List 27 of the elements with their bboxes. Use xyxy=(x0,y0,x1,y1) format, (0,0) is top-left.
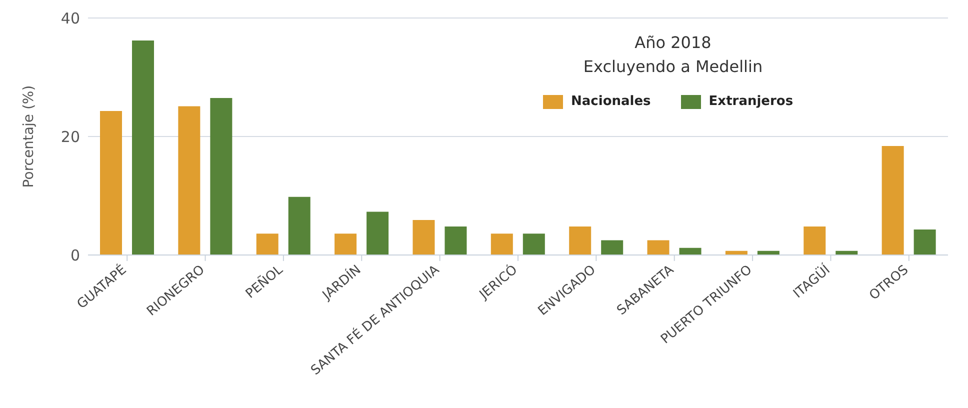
legend-label: Extranjeros xyxy=(708,94,794,109)
bar xyxy=(210,98,232,255)
bar xyxy=(178,106,200,255)
bar xyxy=(679,248,702,255)
bar xyxy=(647,240,670,255)
text: Excluyendo a Medellin xyxy=(583,57,763,76)
bar xyxy=(882,146,904,255)
bar xyxy=(601,240,624,255)
text: Año 2018 xyxy=(634,33,712,52)
bar xyxy=(100,111,122,255)
bar xyxy=(288,196,310,255)
bar xyxy=(804,226,826,255)
bar xyxy=(569,226,592,255)
y-axis-title: Porcentaje (%) xyxy=(20,85,37,188)
bar xyxy=(256,234,278,255)
bar xyxy=(914,230,936,255)
y-tick-label: 40 xyxy=(60,9,80,28)
bar xyxy=(412,220,435,255)
legend-label: Nacionales xyxy=(571,94,651,109)
bar xyxy=(522,234,545,255)
y-tick-label: 0 xyxy=(70,246,80,264)
bar xyxy=(334,234,357,255)
bar xyxy=(366,212,389,255)
bar xyxy=(444,226,467,255)
y-tick-label: 20 xyxy=(60,128,80,146)
bar xyxy=(132,40,154,255)
bar xyxy=(490,234,513,255)
